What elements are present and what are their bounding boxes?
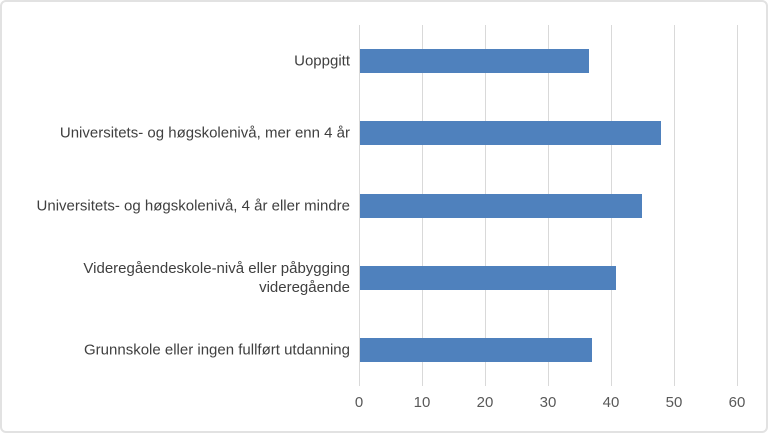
category-label-0: Uoppgitt xyxy=(294,52,350,70)
plot-area xyxy=(359,25,738,386)
gridline-x-60 xyxy=(737,25,738,386)
x-tick-label-50: 50 xyxy=(665,394,683,411)
bar-1 xyxy=(360,121,661,146)
x-tick-label-20: 20 xyxy=(476,394,494,411)
gridline-x-0 xyxy=(359,25,360,386)
category-label-2: Universitets- og høgskolenivå, 4 år elle… xyxy=(36,197,350,214)
x-tick-label-30: 30 xyxy=(539,394,557,411)
x-tick-label-60: 60 xyxy=(728,394,746,411)
x-tick-label-10: 10 xyxy=(413,394,431,411)
gridline-x-50 xyxy=(674,25,675,386)
bar-2 xyxy=(360,193,642,218)
bar-3 xyxy=(360,265,616,290)
category-label-1: Universitets- og høgskolenivå, mer enn 4… xyxy=(59,124,350,142)
bar-0 xyxy=(360,49,589,74)
bar-4 xyxy=(360,337,592,362)
category-label-3: Videregåendeskole-nivå eller påbygging v… xyxy=(83,259,350,296)
x-tick-label-40: 40 xyxy=(602,394,620,411)
x-tick-label-0: 0 xyxy=(354,394,364,411)
category-label-4: Grunnskole eller ingen fullført utdannin… xyxy=(84,341,350,359)
